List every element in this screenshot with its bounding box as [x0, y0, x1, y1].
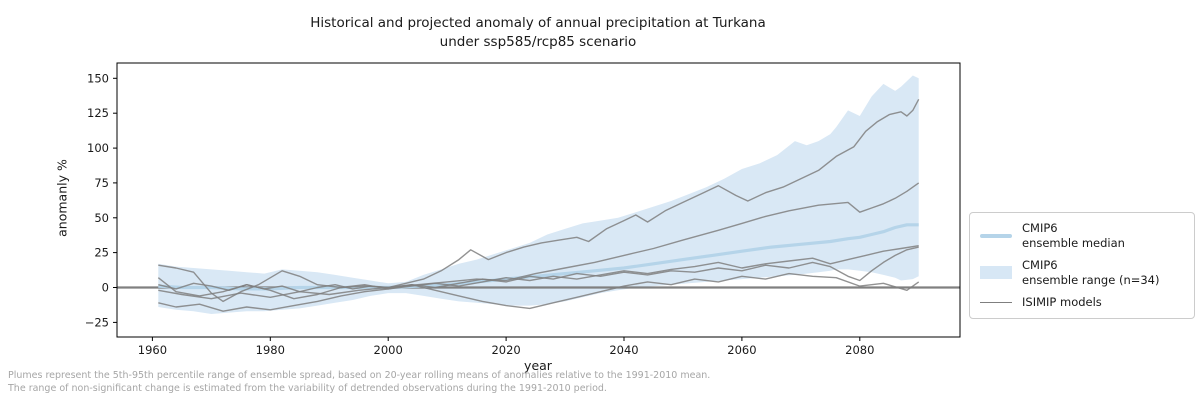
chart-title: Historical and projected anomaly of annu…	[310, 14, 766, 52]
cmip6-median-swatch	[980, 233, 1012, 238]
footnote-line-1: Plumes represent the 5th-95th percentile…	[8, 370, 711, 381]
x-tick-label: 2040	[609, 343, 638, 357]
chart-title-line-1: Historical and projected anomaly of annu…	[310, 15, 766, 31]
legend-label: CMIP6 ensemble median	[1022, 221, 1125, 250]
y-tick-label: 150	[87, 71, 109, 85]
y-tick-label: 0	[102, 281, 109, 295]
legend-entry-cmip6-median: CMIP6 ensemble median	[980, 221, 1184, 250]
y-tick-label: −25	[85, 315, 109, 329]
legend-entry-isimip-models: ISIMIP models	[980, 295, 1184, 310]
chart-title-line-2: under ssp585/rcp85 scenario	[439, 34, 637, 50]
plot-border	[116, 62, 961, 338]
x-tick-label: 2020	[491, 343, 520, 357]
legend-label: CMIP6 ensemble range (n=34)	[1022, 258, 1160, 287]
x-axis-label: year	[524, 358, 552, 373]
x-tick-label: 1960	[138, 343, 167, 357]
x-tick-label: 2060	[727, 343, 756, 357]
footnote-line-2: The range of non-significant change is e…	[8, 382, 607, 394]
isimip-models-swatch	[980, 301, 1012, 303]
legend: CMIP6 ensemble median CMIP6 ensemble ran…	[969, 212, 1195, 319]
y-tick-label: 50	[94, 211, 109, 225]
isimip-model-line-4	[157, 246, 919, 300]
cmip6-range-swatch	[980, 266, 1012, 279]
footnote: Plumes represent the 5th-95th percentile…	[8, 370, 710, 395]
isimip-model-line-2	[158, 182, 920, 300]
isimip-model-line-5	[158, 272, 920, 312]
cmip6-ensemble-median-line	[158, 223, 919, 291]
y-tick-label: 125	[87, 106, 109, 120]
x-tick-label: 2000	[374, 343, 403, 357]
y-axis-label: anomanly %	[54, 159, 70, 237]
y-tick-label: 75	[94, 176, 109, 190]
legend-label: ISIMIP models	[1022, 295, 1102, 309]
x-tick-label: 2080	[845, 343, 874, 357]
isimip-model-line-3	[158, 245, 919, 303]
x-tick-label: 1980	[256, 343, 285, 357]
y-tick-label: 100	[87, 141, 109, 155]
legend-entry-cmip6-range: CMIP6 ensemble range (n=34)	[980, 258, 1184, 287]
y-tick-label: 25	[94, 246, 109, 260]
